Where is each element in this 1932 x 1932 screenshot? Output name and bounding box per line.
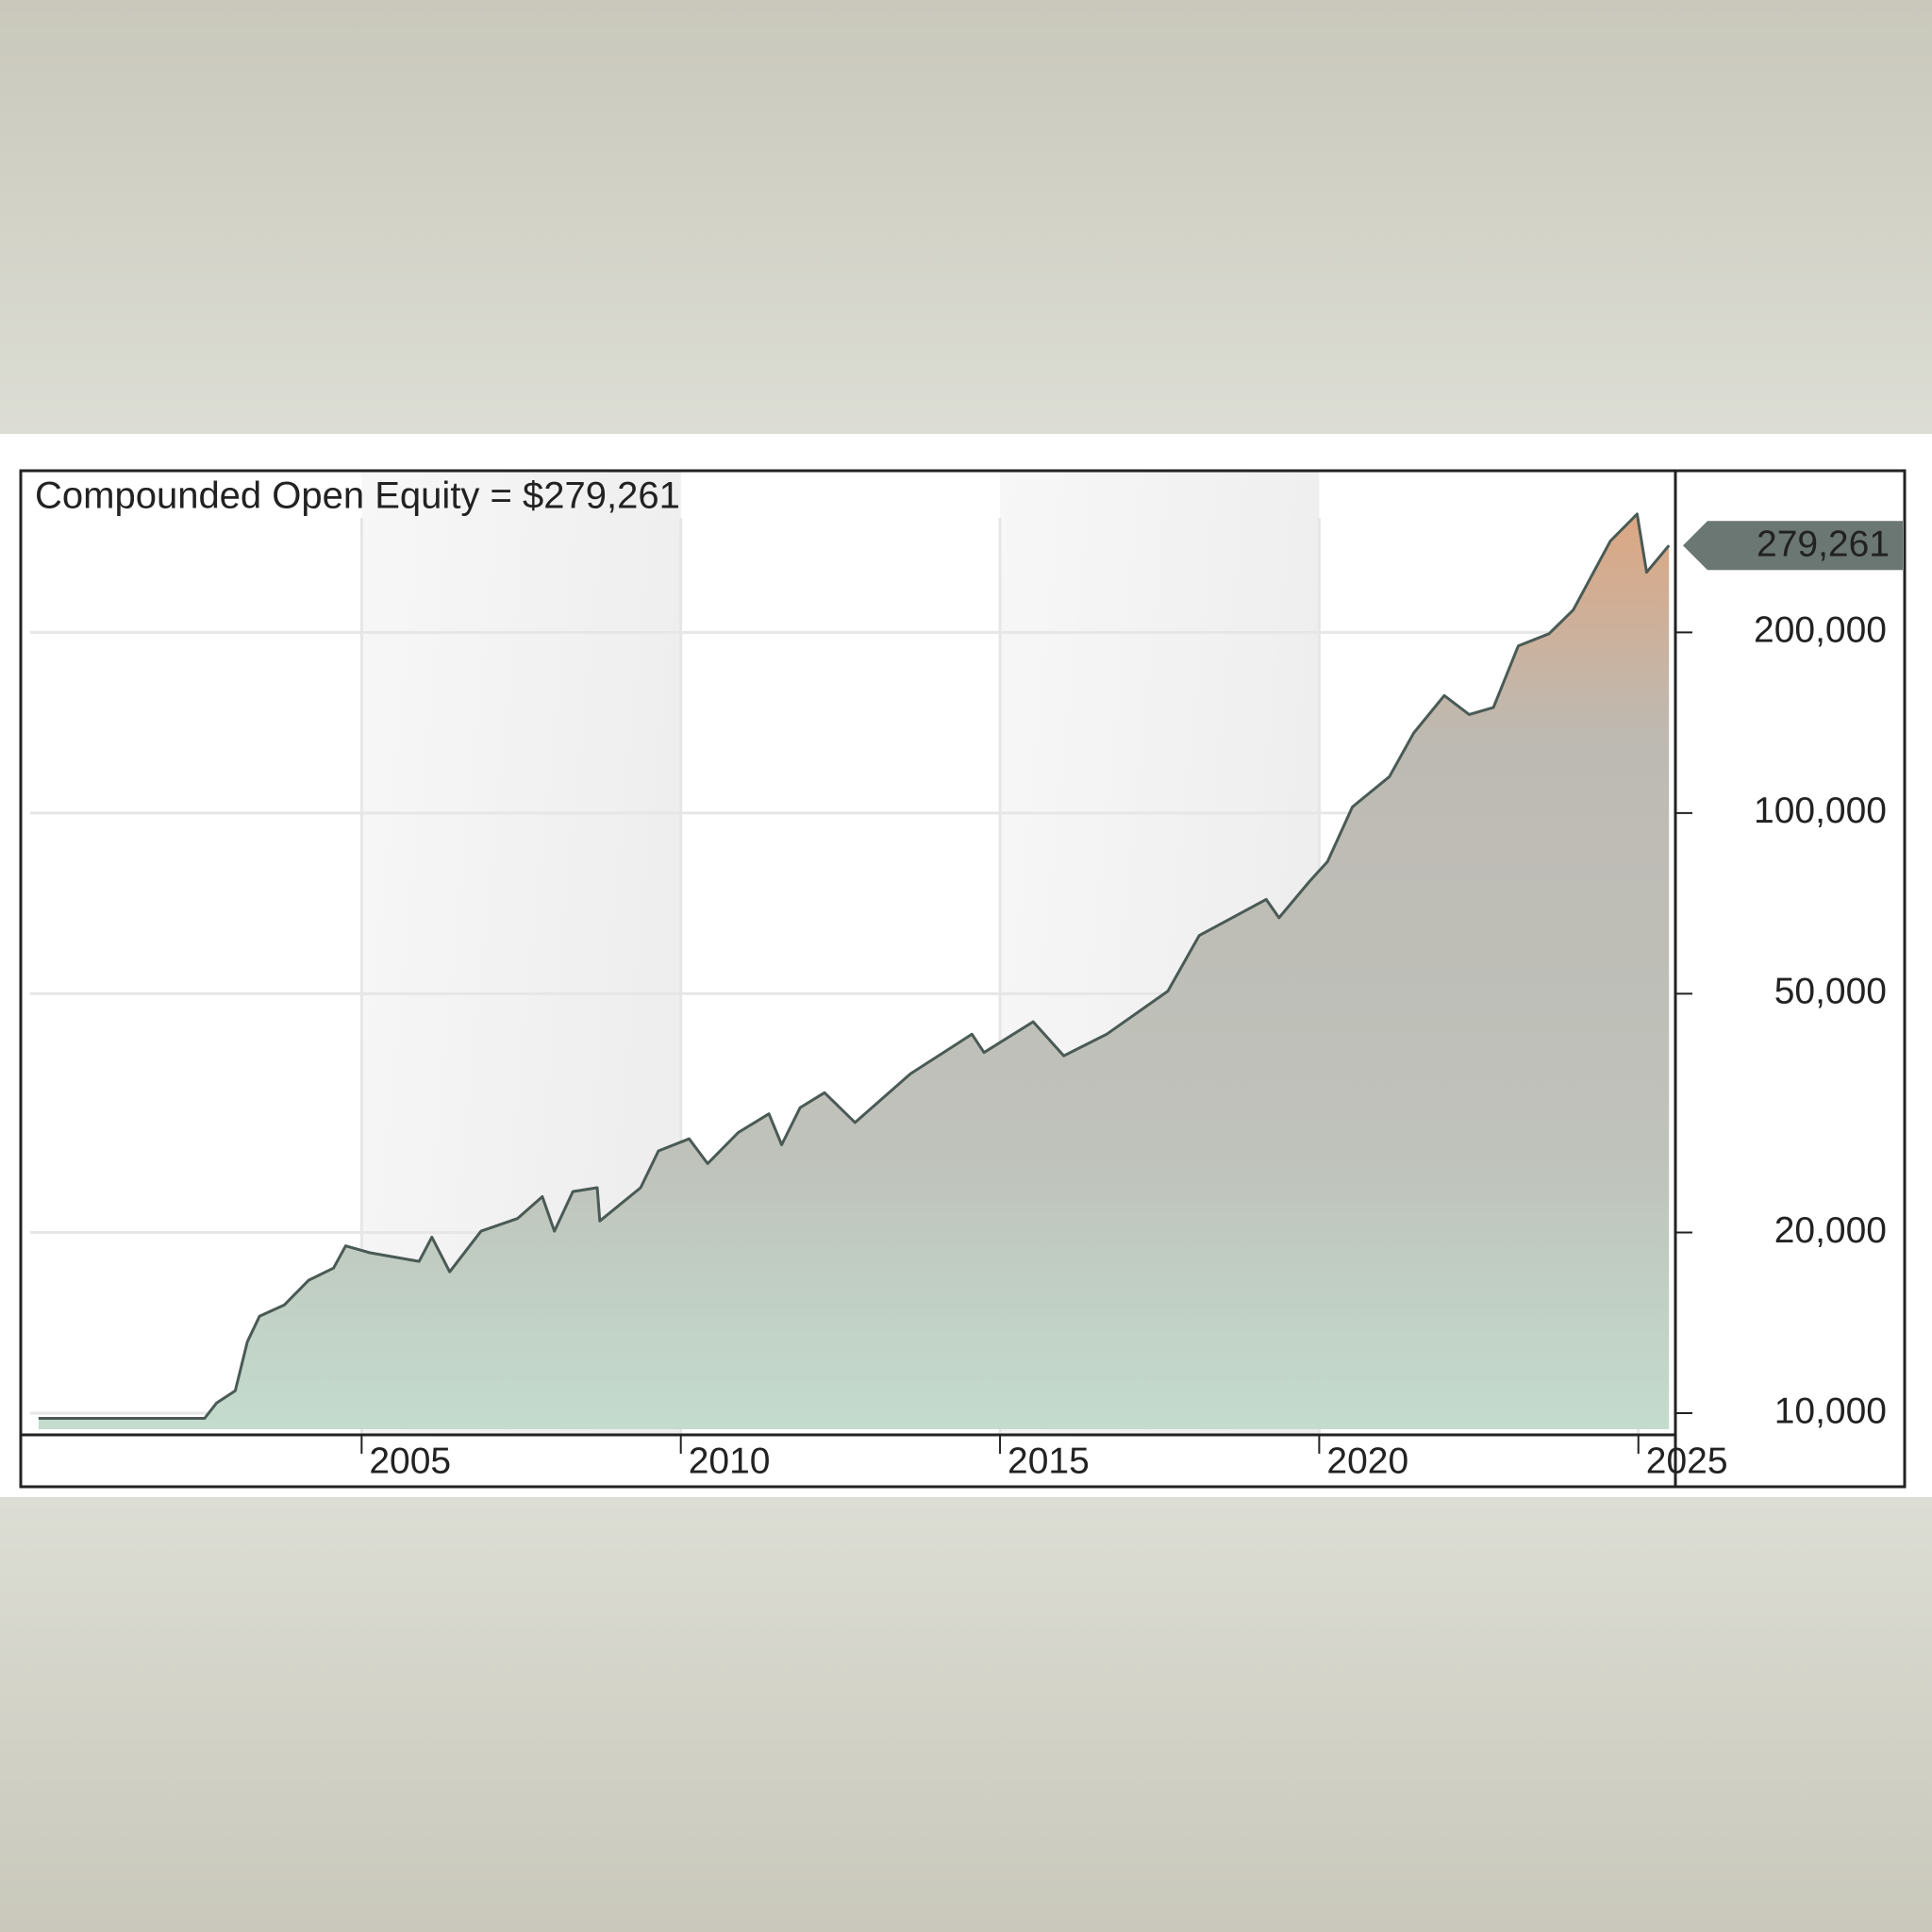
x-tick-label: 2005 xyxy=(369,1441,451,1481)
equity-line xyxy=(38,512,1671,1420)
x-tick-label: 2015 xyxy=(1008,1441,1090,1481)
area-fill xyxy=(38,513,1670,1429)
y-tick-label: 20,000 xyxy=(1774,1210,1887,1251)
x-tick-label: 2010 xyxy=(689,1441,771,1481)
x-tick-label: 2025 xyxy=(1646,1441,1728,1481)
chart-title: Compounded Open Equity = $279,261 xyxy=(35,475,680,517)
current-value-marker xyxy=(1683,521,1903,571)
frame xyxy=(19,469,1907,1489)
current-value-label: 279,261 xyxy=(1757,525,1890,565)
x-tick-label: 2020 xyxy=(1326,1441,1408,1481)
y-tick-label: 10,000 xyxy=(1774,1391,1887,1431)
y-tick-label: 100,000 xyxy=(1754,791,1887,831)
y-tick-label: 50,000 xyxy=(1774,972,1887,1012)
y-tick-label: 200,000 xyxy=(1754,610,1887,651)
